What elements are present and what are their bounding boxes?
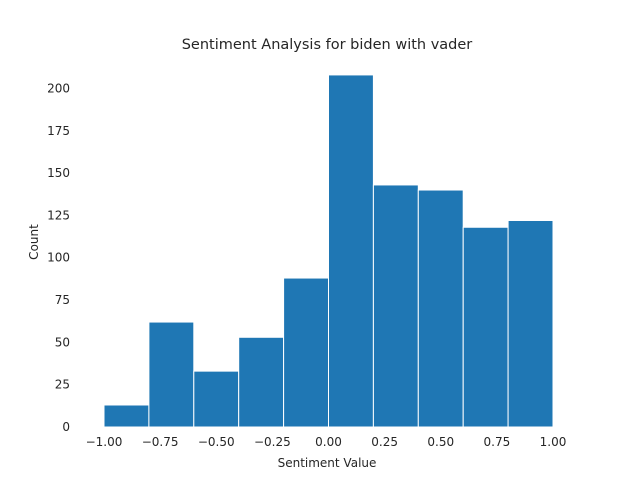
histogram-bar — [148, 321, 195, 428]
y-tick-labels: 0 25 50 75 100 125 150 175 200 — [47, 81, 70, 434]
x-tick-label: 0.50 — [427, 435, 454, 449]
y-tick-label: 0 — [62, 420, 70, 434]
y-tick-label: 100 — [47, 251, 70, 265]
x-tick-label: 0.25 — [371, 435, 398, 449]
histogram-bar — [462, 226, 509, 428]
x-tick-label: 0.75 — [484, 435, 511, 449]
histogram-bar — [238, 336, 285, 428]
x-tick-label: 0.00 — [315, 435, 342, 449]
x-axis-label: Sentiment Value — [278, 456, 377, 470]
x-tick-label: −0.75 — [142, 435, 179, 449]
y-tick-label: 200 — [47, 81, 70, 95]
histogram-bar — [372, 184, 419, 428]
y-tick-label: 175 — [47, 124, 70, 138]
histogram-bar — [193, 370, 240, 428]
y-tick-label: 150 — [47, 166, 70, 180]
x-tick-labels: −1.00 −0.75 −0.50 −0.25 0.00 0.25 0.50 0.75 1.00 — [86, 435, 567, 449]
x-tick-label: 1.00 — [540, 435, 567, 449]
histogram-bar — [417, 189, 464, 428]
histogram-bar — [283, 277, 330, 428]
y-axis-label: Count — [27, 224, 41, 260]
y-tick-label: 125 — [47, 208, 70, 222]
histogram-bar — [103, 404, 150, 428]
y-tick-label: 75 — [55, 293, 70, 307]
histogram-bar — [328, 74, 374, 428]
y-tick-label: 25 — [55, 378, 70, 392]
y-tick-label: 50 — [55, 335, 70, 349]
x-tick-label: −0.25 — [254, 435, 291, 449]
bars-group — [103, 74, 554, 428]
histogram-bar — [507, 219, 554, 428]
x-tick-label: −1.00 — [86, 435, 123, 449]
chart-title: Sentiment Analysis for biden with vader — [182, 37, 473, 53]
x-tick-label: −0.50 — [198, 435, 235, 449]
